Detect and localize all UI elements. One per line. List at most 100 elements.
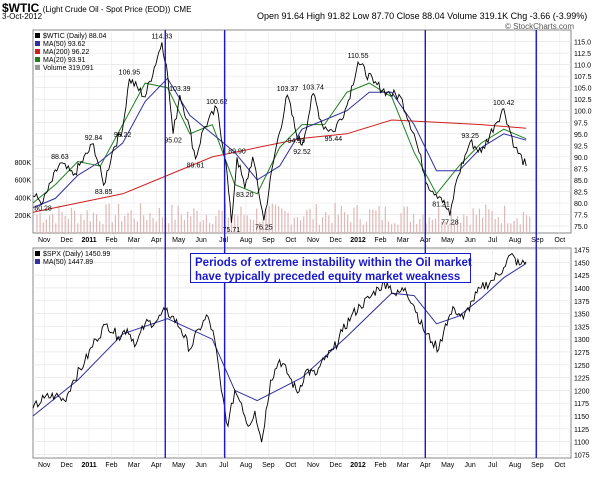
ohlc-readout: Open 91.64 High 91.82 Low 87.70 Close 88… <box>257 11 588 21</box>
oil-volume-bar <box>409 221 412 233</box>
oil-point-label: 103.74 <box>302 84 324 91</box>
oil-ytick-label: 90.0 <box>574 155 588 162</box>
oil-point-label: 75.71 <box>223 227 241 234</box>
oil-ytick-label: 110.0 <box>574 63 591 70</box>
oil-volume-bar <box>387 221 390 233</box>
oil-volume-bar <box>309 208 311 233</box>
oil-xtick-label: Jul <box>219 237 228 244</box>
oil-volume-bar <box>516 218 518 233</box>
oil-volume-bar <box>321 217 324 233</box>
oil-volume-bar <box>117 203 120 233</box>
oil-volume-bar <box>105 204 107 233</box>
spx-xtick-label: Oct <box>554 462 565 469</box>
oil-xtick-label: Mar <box>128 237 141 244</box>
oil-volume-bar <box>171 204 173 233</box>
spx-ytick-label: 1375 <box>574 299 590 306</box>
oil-xtick-label: Feb <box>374 237 386 244</box>
oil-volume-bar <box>202 220 204 233</box>
oil-volume-bar <box>121 220 123 233</box>
oil-volume-bar <box>127 212 129 233</box>
oil-volume-bar <box>529 216 531 233</box>
spx-ytick-label: 1475 <box>574 248 590 255</box>
oil-legend-label: MA(20) 93.91 <box>43 57 86 64</box>
oil-xtick-label: Nov <box>38 237 51 244</box>
oil-volume-bar <box>362 224 364 233</box>
oil-volume-bar <box>510 223 512 233</box>
oil-volume-bar <box>513 220 515 233</box>
spx-xtick-label: Oct <box>285 462 296 469</box>
oil-volume-bar <box>491 210 493 233</box>
oil-volume-bar <box>108 203 110 233</box>
oil-volume-bar <box>205 215 208 233</box>
spx-xtick-label: Aug <box>240 462 253 469</box>
oil-volume-bar <box>347 214 349 233</box>
oil-volume-bar <box>58 205 60 233</box>
oil-volume-bar <box>256 208 258 233</box>
oil-volume-bar <box>52 213 54 233</box>
oil-ytick-label: 85.0 <box>574 178 588 185</box>
oil-volume-bar <box>281 208 283 233</box>
spx-price-line <box>32 252 527 443</box>
symbol-title: $WTIC (Light Crude Oil - Spot Price (EOD… <box>2 1 191 15</box>
oil-volume-bar <box>293 217 295 233</box>
spx-xtick-label: Dec <box>329 462 342 469</box>
spx-ytick-label: 1300 <box>574 337 590 344</box>
oil-volume-bar <box>331 223 333 233</box>
oil-volume-bar <box>359 219 361 233</box>
oil-volume-bar <box>259 222 261 233</box>
oil-legend-swatch <box>35 57 40 62</box>
oil-volume-bar <box>350 222 352 233</box>
oil-volume-bar <box>174 219 176 233</box>
oil-xtick-label: Aug <box>509 237 522 244</box>
oil-ma50-line <box>32 77 527 209</box>
oil-volume-bar <box>315 203 317 233</box>
oil-volume-bar <box>136 221 138 233</box>
oil-volume-bar <box>111 222 113 233</box>
oil-volume-bar <box>39 212 41 233</box>
oil-volume-bar <box>428 217 430 233</box>
spx-xtick-label: Jul <box>219 462 228 469</box>
oil-volume-bar <box>212 223 214 233</box>
exchange-label: CME <box>173 5 192 14</box>
spx-xtick-label: Nov <box>38 462 51 469</box>
oil-frame <box>32 29 572 234</box>
oil-point-label: 103.39 <box>169 86 191 93</box>
oil-volume-bar <box>412 214 415 233</box>
oil-legend-swatch <box>35 33 40 38</box>
oil-ytick-label: 77.5 <box>574 213 588 220</box>
oil-volume-bar <box>312 219 314 233</box>
oil-volume-bar <box>434 218 437 233</box>
event-lines <box>164 30 537 458</box>
spx-xtick-label: 2012 <box>350 462 366 469</box>
oil-volume-bar <box>525 215 528 233</box>
oil-volume-bar <box>372 209 374 233</box>
oil-volume-tick-label: 800K <box>15 160 32 167</box>
oil-panel: 75.0 77.5 80.0 82.5 85.0 87.5 90.0 92.5 95.0 97.5… <box>15 29 592 244</box>
oil-point-label: 110.55 <box>348 53 369 60</box>
oil-volume-bar <box>482 217 484 233</box>
spx-xtick-label: Mar <box>128 462 141 469</box>
spx-xtick-label: Sep <box>531 462 544 469</box>
oil-volume-bar <box>519 224 521 233</box>
spx-ytick-label: 1450 <box>574 260 590 267</box>
oil-volume-bar <box>397 224 399 233</box>
oil-volume-bar <box>318 224 321 233</box>
oil-volume-bar <box>95 214 98 233</box>
oil-ma200-line <box>32 119 527 213</box>
oil-point-label: 77.28 <box>441 220 459 227</box>
spx-legend-swatch <box>35 251 40 256</box>
oil-volume-bar <box>177 205 179 233</box>
oil-volume-bar <box>265 208 267 233</box>
oil-xtick-label: Jul <box>488 237 497 244</box>
oil-legend-label: MA(200) 96.22 <box>43 49 89 56</box>
spx-xtick-label: May <box>441 462 455 469</box>
watermark: © StockCharts.com <box>505 22 575 31</box>
oil-volume-bar <box>193 208 195 233</box>
oil-volume-bar <box>494 219 496 233</box>
oil-volume-bar <box>522 211 525 233</box>
annotation-box: Periods of extreme instability within th… <box>190 253 472 283</box>
oil-volume-bar <box>340 205 342 233</box>
oil-volume-bar <box>485 204 487 233</box>
oil-ytick-label: 82.5 <box>574 189 588 196</box>
